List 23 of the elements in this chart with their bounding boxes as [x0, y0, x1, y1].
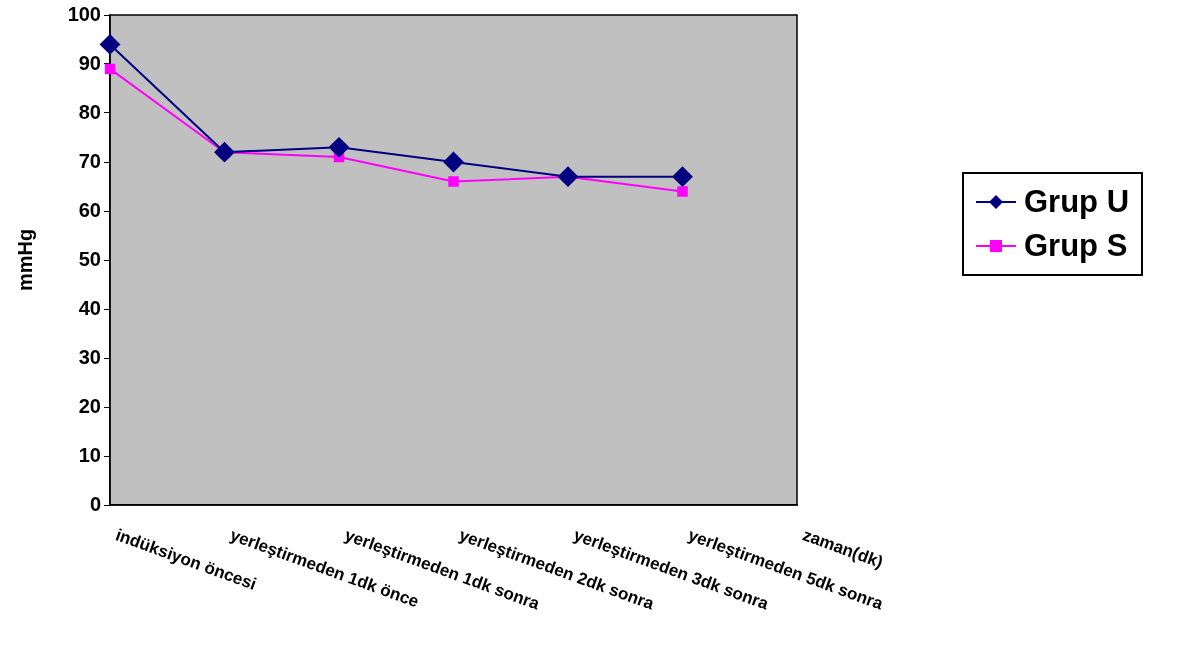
point: [672, 166, 693, 187]
y-tick-label: 20: [78, 394, 101, 417]
y-tick-label: 0: [89, 492, 101, 515]
point: [100, 34, 120, 55]
y-tick-label: 30: [78, 345, 101, 368]
y-tick-label: 50: [78, 247, 101, 270]
point: [677, 186, 688, 197]
y-tick-label: 100: [67, 2, 101, 25]
point: [104, 63, 116, 75]
y-tick-label: 90: [78, 51, 101, 74]
point: [443, 152, 464, 172]
point: [329, 137, 349, 158]
y-tick-label: 40: [78, 296, 101, 319]
legend-label: Grup U: [1024, 184, 1130, 220]
legend-label: Grup S: [1024, 228, 1128, 264]
point: [558, 166, 578, 187]
y-tick-label: 80: [78, 100, 101, 123]
y-tick-label: 60: [78, 198, 101, 221]
y-tick-label: 10: [78, 443, 101, 466]
y-tick-label: 70: [78, 149, 101, 172]
y-axis-title: mmHg: [13, 228, 36, 292]
point: [448, 176, 459, 187]
point: [214, 142, 235, 163]
